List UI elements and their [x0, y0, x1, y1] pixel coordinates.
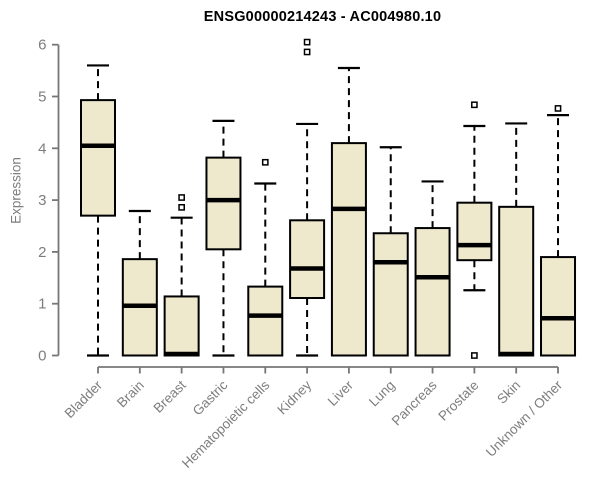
box-gastric [205, 156, 242, 251]
outlier-breast [178, 194, 185, 201]
outlier-kidney [303, 48, 311, 56]
y-tick-label: 6 [38, 37, 46, 54]
y-tick-label: 2 [38, 244, 46, 261]
box-hematopoietic-cells [247, 285, 284, 357]
x-tick-label-gastric: Gastric [190, 377, 231, 418]
box-unknown-other [540, 256, 577, 357]
y-tick-label: 1 [38, 296, 46, 313]
x-tick-label-skin: Skin [494, 378, 523, 407]
outlier-kidney [303, 38, 311, 46]
x-tick-label-brain: Brain [114, 378, 147, 411]
y-tick-label: 3 [38, 192, 46, 209]
box-prostate [456, 201, 493, 262]
box-liver [330, 142, 367, 357]
x-tick-label-unknown-other: Unknown / Other [483, 377, 566, 460]
x-tick-label-liver: Liver [325, 377, 357, 409]
y-tick-label: 5 [38, 89, 46, 106]
outlier-prostate [471, 101, 478, 109]
outlier-breast [178, 204, 185, 211]
box-bladder [80, 99, 116, 217]
box-skin [498, 205, 535, 357]
x-tick-label-kidney: Kidney [274, 377, 314, 417]
box-lung [372, 232, 409, 357]
box-pancreas [414, 227, 451, 357]
outlier-hematopoietic-cells [261, 158, 269, 166]
x-tick-label-pancreas: Pancreas [389, 377, 440, 428]
x-tick-label-lung: Lung [366, 378, 398, 410]
x-tick-label-breast: Breast [151, 377, 189, 415]
x-tick-label-prostate: Prostate [435, 378, 481, 424]
outlier-unknown-other [554, 105, 562, 112]
x-tick-label-bladder: Bladder [62, 377, 106, 421]
outlier-prostate [471, 352, 478, 359]
box-kidney [289, 219, 326, 300]
box-breast [163, 295, 200, 357]
y-tick-label: 0 [38, 348, 46, 365]
y-tick-label: 4 [38, 140, 46, 157]
chart-title: ENSG00000214243 - AC004980.10 [203, 9, 442, 25]
